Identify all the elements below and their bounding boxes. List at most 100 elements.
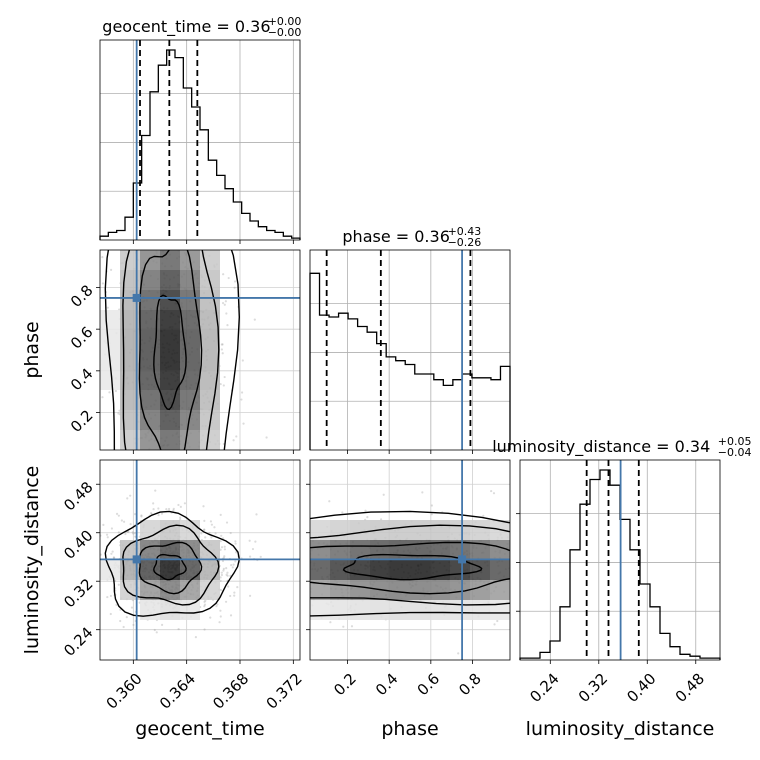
scatter-point: [66, 529, 68, 531]
scatter-point: [242, 422, 245, 425]
density-cell: [120, 410, 140, 430]
scatter-point: [203, 605, 206, 608]
density-cell: [140, 310, 160, 330]
scatter-point: [216, 603, 219, 606]
scatter-point: [240, 391, 244, 394]
scatter-point: [195, 456, 197, 458]
density-cell: [200, 540, 220, 560]
density-cell: [120, 310, 140, 330]
density-cell: [160, 410, 180, 430]
scatter-point: [172, 507, 175, 510]
scatter-point: [131, 531, 134, 534]
x-tick-label-luminosity_distance: 0.40: [623, 670, 659, 706]
scatter-point: [513, 560, 515, 562]
x-tick-label-geocent_time: 0.364: [156, 670, 199, 713]
density-cell: [330, 560, 350, 580]
hist-panel-frame: [309, 249, 511, 451]
density-cell: [410, 520, 430, 540]
scatter-point: [119, 608, 122, 611]
hist-panel-phase: phase = 0.36+0.43−0.26: [309, 225, 511, 454]
scatter-point: [203, 528, 206, 531]
scatter-point: [169, 243, 171, 245]
scatter-point: [255, 513, 258, 516]
scatter-point: [511, 587, 513, 589]
scatter-point: [152, 502, 155, 505]
scatter-point: [306, 552, 308, 554]
x-tick-label-phase: 0.6: [414, 670, 444, 700]
scatter-point: [154, 489, 157, 492]
scatter-point: [234, 560, 237, 563]
scatter-point: [490, 489, 493, 493]
scatter-point: [342, 625, 345, 628]
scatter-point: [102, 523, 105, 526]
scatter-point: [203, 628, 206, 631]
scatter-point: [114, 389, 117, 393]
scatter-point: [219, 548, 222, 551]
scatter-point: [301, 584, 303, 586]
scatter-point: [204, 599, 207, 602]
x-tick-label-phase: 0.4: [372, 670, 402, 700]
scatter-point: [194, 635, 197, 639]
truth-marker: [458, 555, 467, 564]
scatter-point: [129, 245, 131, 247]
density-cell: [490, 560, 510, 580]
scatter-point: [213, 526, 216, 529]
density-cell: [350, 520, 370, 540]
truth-marker: [132, 555, 141, 564]
scatter-point: [87, 551, 89, 553]
density-cell: [450, 520, 470, 540]
scatter-point: [254, 540, 257, 543]
scatter-point: [306, 540, 308, 542]
hist-panel-bg: [310, 250, 510, 450]
scatter-point: [219, 513, 222, 516]
x-tick-label-geocent_time: 0.360: [103, 670, 146, 713]
title-upper-error: +0.05: [718, 435, 752, 448]
density-cell: [140, 270, 160, 290]
y-tick-label-luminosity_distance: 0.24: [60, 624, 96, 660]
scatter-point: [116, 244, 118, 246]
density-cell: [160, 430, 180, 450]
density-cell: [410, 600, 430, 620]
density-cell: [430, 520, 450, 540]
scatter-point: [119, 619, 122, 623]
scatter-point: [178, 453, 180, 455]
scatter-point: [115, 512, 119, 515]
scatter-point: [210, 536, 213, 539]
scatter-point: [106, 306, 109, 309]
title-main: phase = 0.36: [342, 227, 449, 246]
scatter-point: [224, 300, 227, 303]
scatter-point: [302, 514, 304, 516]
scatter-point: [173, 455, 175, 457]
scatter-point: [220, 348, 223, 351]
scatter-panel-content: [301, 460, 727, 660]
scatter-point: [223, 555, 226, 558]
y-tick-label-luminosity_distance: 0.32: [60, 575, 96, 611]
density-cell: [180, 410, 200, 430]
density-cell: [390, 600, 410, 620]
scatter-point: [111, 550, 114, 553]
density-cell: [430, 540, 450, 560]
scatter-point: [202, 505, 205, 508]
density-cell: [180, 600, 200, 620]
scatter-point: [305, 565, 307, 567]
scatter-point: [129, 494, 132, 497]
density-cell: [180, 430, 200, 450]
scatter-point: [248, 539, 251, 542]
scatter-point: [134, 513, 137, 516]
scatter-point: [235, 435, 238, 438]
scatter-point: [221, 343, 224, 346]
scatter-point: [379, 518, 383, 521]
scatter-point: [723, 546, 725, 548]
x-tick-label-luminosity_distance: 0.32: [575, 670, 611, 706]
density-cell: [140, 540, 160, 560]
scatter-point: [138, 454, 140, 456]
scatter-point: [181, 243, 183, 245]
scatter-point: [232, 563, 235, 566]
scatter-point: [724, 590, 726, 592]
scatter-point: [306, 585, 308, 587]
scatter-point: [120, 519, 123, 522]
scatter-point: [160, 512, 164, 515]
scatter-point: [725, 525, 727, 527]
contour-line: [104, 250, 241, 450]
scatter-point: [229, 531, 232, 535]
